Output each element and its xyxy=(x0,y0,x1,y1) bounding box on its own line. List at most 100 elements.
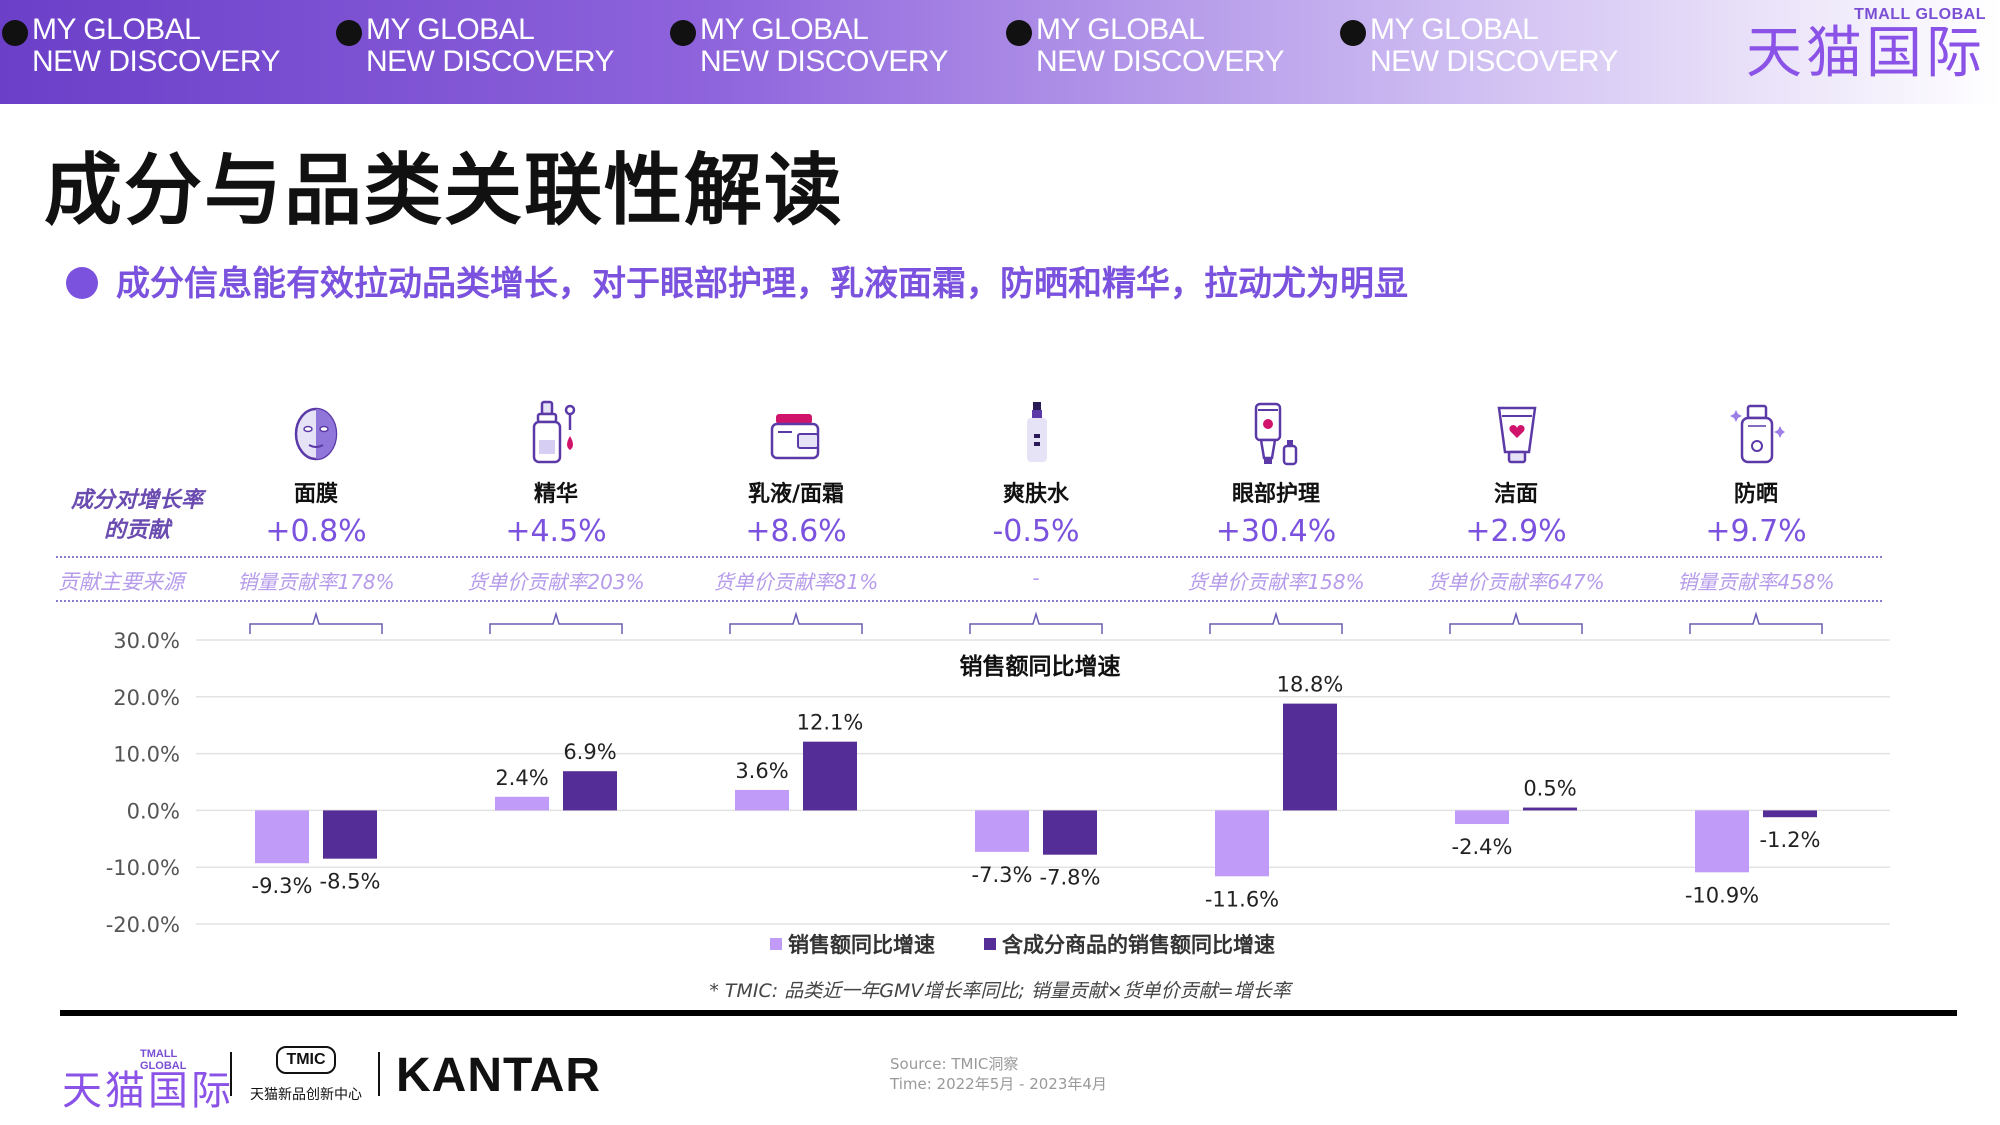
time-line: Time: 2022年5月 - 2023年4月 xyxy=(890,1075,1107,1093)
category-name: 洁面 xyxy=(1493,482,1538,507)
bar-series2 xyxy=(1043,810,1097,855)
growth-contribution: -0.5% xyxy=(992,514,1080,549)
tmic-logo: TMIC xyxy=(276,1046,336,1074)
toner-bottle-icon xyxy=(1027,402,1047,462)
sunscreen-bottle-icon xyxy=(1730,404,1785,464)
contribution-source: 货单价贡献率203% xyxy=(467,570,645,594)
sales-growth-bar-chart: 30.0% 20.0% 10.0% 0.0% -10.0% -20.0% 销售额同比增速 … xyxy=(106,611,1890,957)
tagline-line1: MY GLOBAL xyxy=(1036,13,1205,46)
category-bracket xyxy=(249,611,383,634)
bullet-dot-icon xyxy=(670,20,696,46)
source-info: Source: TMIC洞察 Time: 2022年5月 - 2023年4月 xyxy=(890,1054,1107,1094)
dotted-divider xyxy=(56,556,1882,558)
category-bracket xyxy=(729,611,863,634)
y-tick-label: -20.0% xyxy=(106,913,180,937)
category-name: 防晒 xyxy=(1733,482,1778,507)
category-brackets xyxy=(249,611,1823,634)
category-name: 爽肤水 xyxy=(1002,482,1069,507)
cream-jar-icon xyxy=(770,414,820,460)
data-label: -7.8% xyxy=(1040,866,1101,890)
bar-series1 xyxy=(1695,810,1749,873)
footer-logo-small: TMALL GLOBAL xyxy=(140,1048,187,1072)
category-bracket xyxy=(1209,611,1343,634)
chart-legend: 销售额同比增速 含成分商品的销售额同比增速 xyxy=(770,933,1275,957)
subtitle-text: 成分信息能有效拉动品类增长，对于眼部护理，乳液面霜，防晒和精华，拉动尤为明显 xyxy=(116,264,1408,304)
bullet-dot-icon xyxy=(336,20,362,46)
tagline-line2: NEW DISCOVERY xyxy=(1370,45,1619,78)
data-label: -11.6% xyxy=(1205,887,1279,911)
y-tick-label: 20.0% xyxy=(113,686,180,710)
data-label: 12.1% xyxy=(797,711,864,735)
data-label: -7.3% xyxy=(972,863,1033,887)
contribution-source: 货单价贡献率158% xyxy=(1187,570,1365,594)
bar-series2 xyxy=(1523,807,1577,811)
category-name: 乳液/面霜 xyxy=(747,482,845,507)
data-label: 0.5% xyxy=(1523,777,1576,801)
tagline-2: MY GLOBAL NEW DISCOVERY xyxy=(336,13,615,78)
legend-swatch xyxy=(770,938,782,950)
bar-series2 xyxy=(803,741,857,811)
growth-contribution: +0.8% xyxy=(265,514,367,549)
contribution-source: 销量贡献率458% xyxy=(1677,570,1835,594)
bar-series2 xyxy=(563,771,617,811)
tagline-line1: MY GLOBAL xyxy=(1370,13,1539,46)
chart-data-labels: -9.3% 2.4% 3.6% -7.3% -11.6% -2.4% -10.9% -8.5%… xyxy=(252,673,1821,912)
bar-series1 xyxy=(1215,810,1269,877)
page-title: 成分与品类关联性解读 xyxy=(44,146,845,236)
subtitle: 成分信息能有效拉动品类增长，对于眼部护理，乳液面霜，防晒和精华，拉动尤为明显 xyxy=(66,256,1408,305)
data-label: 6.9% xyxy=(563,740,616,764)
logo-separator xyxy=(378,1052,380,1096)
bar-series1 xyxy=(255,810,309,864)
bar-series1 xyxy=(735,789,789,811)
data-label: -1.2% xyxy=(1760,828,1821,852)
y-tick-label: -10.0% xyxy=(106,856,180,880)
tagline-line2: NEW DISCOVERY xyxy=(700,45,949,78)
header-banner: MY GLOBAL NEW DISCOVERY MY GLOBAL NEW DI… xyxy=(0,0,2000,104)
tagline-line2: NEW DISCOVERY xyxy=(1036,45,1285,78)
chart-gridlines xyxy=(196,639,1890,925)
face-mask-icon xyxy=(294,407,338,461)
tmall-global-logo: TMALL GLOBAL 天猫国际 xyxy=(1726,6,1986,86)
tagline-3: MY GLOBAL NEW DISCOVERY xyxy=(670,13,949,78)
cleanser-tube-icon xyxy=(1497,406,1537,464)
tmic-subtitle: 天猫新品创新中心 xyxy=(250,1087,362,1103)
row-label-source: 贡献主要来源 xyxy=(58,570,184,594)
tagline-line1: MY GLOBAL xyxy=(366,13,535,46)
growth-contribution: +4.5% xyxy=(505,514,607,549)
source-line: Source: TMIC洞察 xyxy=(890,1055,1019,1073)
kantar-logo: KANTAR xyxy=(396,1049,602,1102)
category-bracket xyxy=(1689,611,1823,634)
data-label: 18.8% xyxy=(1277,673,1344,697)
category-bracket xyxy=(969,611,1103,634)
y-tick-label: 30.0% xyxy=(113,629,180,653)
data-label: -2.4% xyxy=(1452,835,1513,859)
footnote: * TMIC: 品类近一年GMV增长率同比; 销量贡献×货单价贡献=增长率 xyxy=(709,980,1291,1002)
tagline-line1: MY GLOBAL xyxy=(700,13,869,46)
tagline-1: MY GLOBAL NEW DISCOVERY xyxy=(2,14,281,78)
y-tick-label: 0.0% xyxy=(127,799,180,823)
legend-label: 含成分商品的销售额同比增速 xyxy=(1002,933,1275,957)
growth-contribution: +30.4% xyxy=(1215,514,1337,549)
chart-title: 销售额同比增速 xyxy=(960,653,1121,680)
bullet-dot-icon xyxy=(1006,20,1032,46)
bar-series2 xyxy=(1283,703,1337,811)
legend-label: 销售额同比增速 xyxy=(788,933,935,957)
data-label: -9.3% xyxy=(252,874,313,898)
contribution-source: 货单价贡献率647% xyxy=(1427,570,1605,594)
bullet-dot-icon xyxy=(1340,20,1366,46)
y-axis-ticks: 30.0% 20.0% 10.0% 0.0% -10.0% -20.0% xyxy=(106,629,180,937)
category-bracket xyxy=(1449,611,1583,634)
tagline-4: MY GLOBAL NEW DISCOVERY xyxy=(1006,13,1285,78)
footer-logo-big: 天猫国际 xyxy=(62,1068,234,1114)
bar-series2 xyxy=(1763,810,1817,818)
eye-cream-tube-icon xyxy=(1254,402,1298,466)
category-name: 面膜 xyxy=(293,482,338,507)
contribution-source: - xyxy=(1032,566,1040,590)
logo-big-text: 天猫国际 xyxy=(1746,21,1986,86)
data-label: -8.5% xyxy=(320,870,381,894)
bar-series1 xyxy=(495,796,549,811)
row-label-contribution: 成分对增长率的贡献 xyxy=(70,488,203,543)
bullet-dot-icon xyxy=(2,20,28,46)
logo-separator xyxy=(230,1052,232,1096)
data-label: 2.4% xyxy=(495,766,548,790)
